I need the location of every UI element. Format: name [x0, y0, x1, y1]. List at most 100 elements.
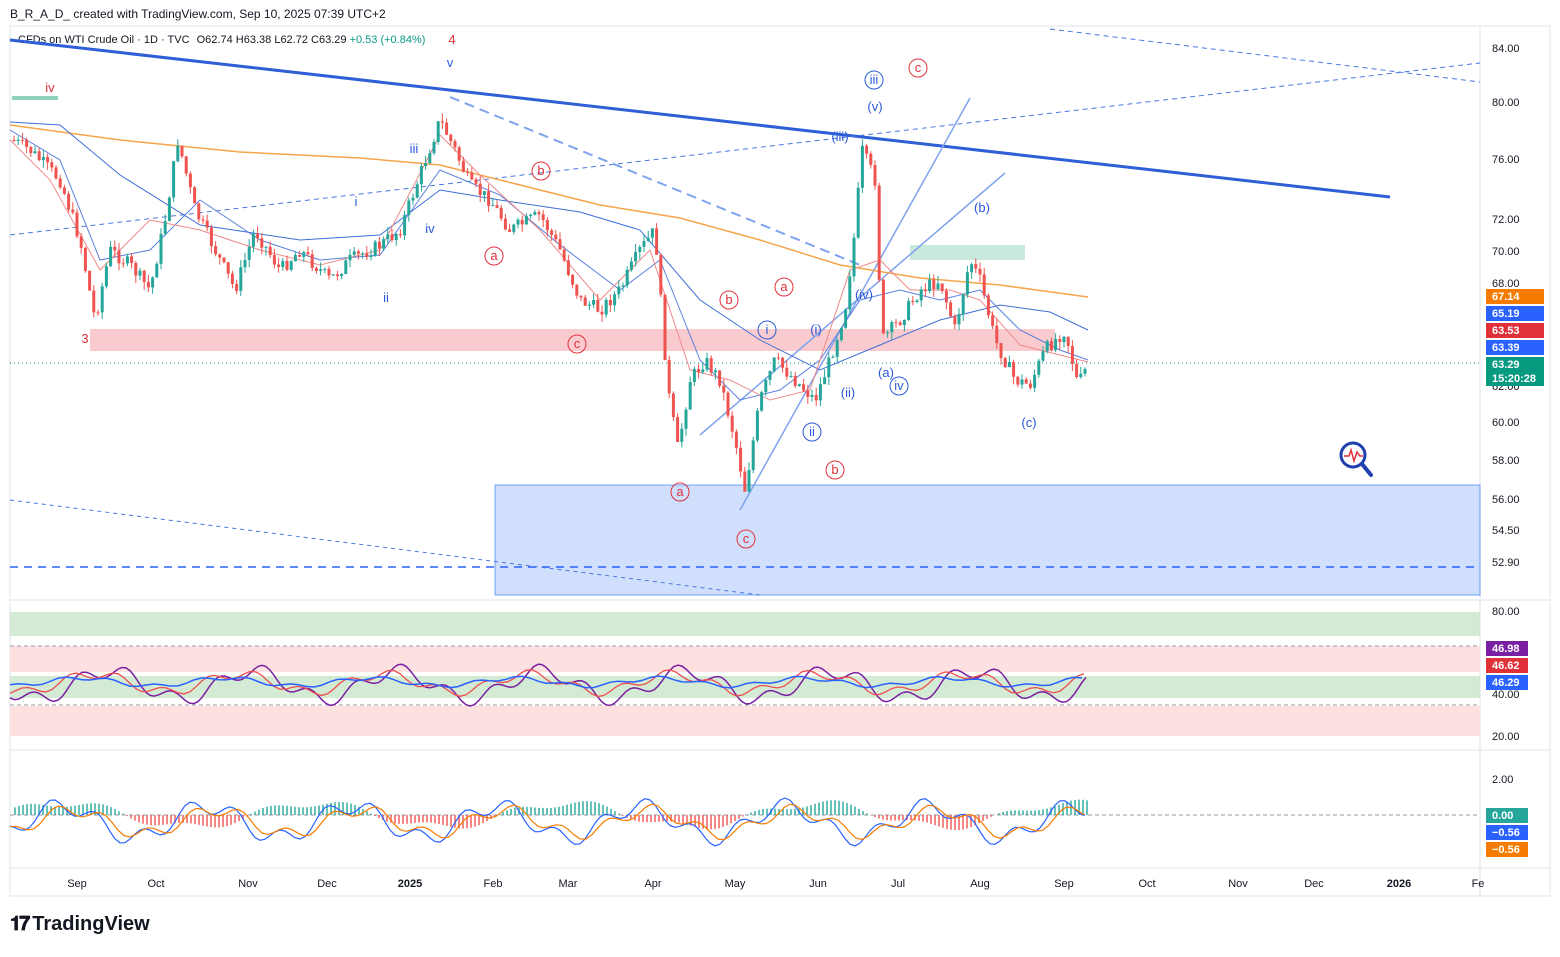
price-axis[interactable]: 84.0080.0076.0072.0070.0068.0062.0060.00… [1492, 43, 1520, 569]
time-tick-label: May [725, 878, 746, 890]
candle [1016, 376, 1020, 388]
candle [218, 253, 222, 265]
macd-bar [58, 806, 60, 815]
macd-bar [338, 802, 340, 815]
macd-bar [278, 805, 280, 815]
macd-bar [1066, 801, 1068, 815]
macd-bar [54, 806, 56, 815]
candle [352, 247, 356, 258]
macd-bar [810, 805, 812, 815]
macd-bar [930, 815, 932, 824]
wave-labels: iv34viiiiiviiabcabcabiii(i)(ii)(iii)(iv)… [45, 32, 1037, 549]
macd-bar [834, 800, 836, 815]
macd-bar [374, 815, 376, 817]
wave-label: i [757, 320, 777, 340]
macd-bar [38, 804, 40, 815]
time-tick-label: Jun [809, 878, 827, 890]
candle [239, 260, 243, 297]
rsi-overbought-band [10, 612, 1480, 636]
wave-label: (a) [878, 365, 894, 380]
candle [659, 253, 663, 297]
macd-bar [390, 815, 392, 823]
candle [256, 226, 260, 243]
dashed-trend-1 [9, 62, 1481, 236]
macd-bar [926, 815, 928, 823]
candle [995, 318, 999, 350]
candle [1003, 356, 1007, 369]
macd-axis: 2.00 0.00 −0.56 −0.56 [1486, 774, 1528, 857]
macd-bar [534, 807, 536, 815]
macd-bar [426, 815, 428, 823]
candle [621, 282, 625, 292]
header-caption: B_R_A_D_ created with TradingView.com, S… [10, 7, 386, 21]
candle [361, 251, 365, 259]
macd-bar [82, 804, 84, 815]
macd-bar [86, 803, 88, 815]
macd-bar [786, 809, 788, 815]
macd-bar [62, 806, 64, 815]
channel-line-2 [699, 172, 1006, 436]
candle [516, 217, 520, 229]
candle [457, 145, 461, 166]
macd-bar [94, 803, 96, 815]
candle [335, 270, 339, 281]
macd-bar [378, 815, 380, 819]
candle [230, 270, 234, 289]
price-tag: 65.19 [1486, 306, 1544, 321]
macd-bar [150, 815, 152, 826]
macd-bar [806, 806, 808, 815]
candle [163, 214, 167, 236]
price-tick-label: 84.00 [1492, 43, 1520, 55]
candle [676, 413, 680, 443]
macd-bar [858, 808, 860, 815]
macd-bar [618, 813, 620, 815]
macd-bar [1046, 808, 1048, 815]
macd-bar [738, 815, 740, 819]
macd-bar [334, 802, 336, 815]
candle [1012, 359, 1016, 385]
price-tag: 63.53 [1486, 323, 1544, 338]
price-tick-label: 54.50 [1492, 525, 1520, 537]
macd-bar [854, 806, 856, 815]
candle [789, 370, 793, 378]
macd-bar [886, 815, 888, 821]
wave-label-text: b [831, 462, 838, 477]
macd-bar [342, 802, 344, 815]
candle [398, 229, 402, 239]
macd-bar [562, 805, 564, 815]
macd-bar [718, 815, 720, 829]
macd-bar [690, 815, 692, 826]
macd-bar [302, 807, 304, 815]
macd-bar [134, 815, 136, 821]
macd-bar [310, 806, 312, 815]
macd-bar [1002, 812, 1004, 815]
time-axis[interactable]: Sep Oct Nov Dec 2025 Feb Mar Apr May Jun Jul Aug Sep… [67, 878, 1484, 890]
rsi-tick-label: 80.00 [1492, 606, 1520, 618]
candle [865, 144, 869, 159]
close-value: 63.29 [318, 34, 347, 46]
symbol-name[interactable]: CFDs on WTI Crude Oil · 1D · TVC [18, 34, 190, 46]
macd-bar [138, 815, 140, 823]
macd-bar [714, 815, 716, 830]
macd-bar [414, 815, 416, 823]
candle [533, 209, 537, 216]
macd-bar [514, 807, 516, 815]
macd-bar [446, 815, 448, 826]
demand-zone [494, 484, 1481, 596]
candle [923, 283, 927, 297]
magnifier-icon[interactable] [1339, 441, 1373, 477]
dashed-trend-3 [9, 499, 761, 596]
macd-bar [266, 806, 268, 815]
candle [327, 265, 331, 280]
candle [726, 390, 730, 419]
candle [751, 436, 755, 474]
macd-bar [706, 815, 708, 830]
price-tag: 67.14 [1486, 289, 1544, 304]
macd-bar [1010, 810, 1012, 815]
candle [734, 429, 738, 455]
tradingview-logo[interactable]: 𝟏𝟕 TradingView [10, 913, 150, 936]
candle [1083, 367, 1087, 377]
macd-bar [234, 815, 236, 824]
macd-bar [242, 815, 244, 819]
